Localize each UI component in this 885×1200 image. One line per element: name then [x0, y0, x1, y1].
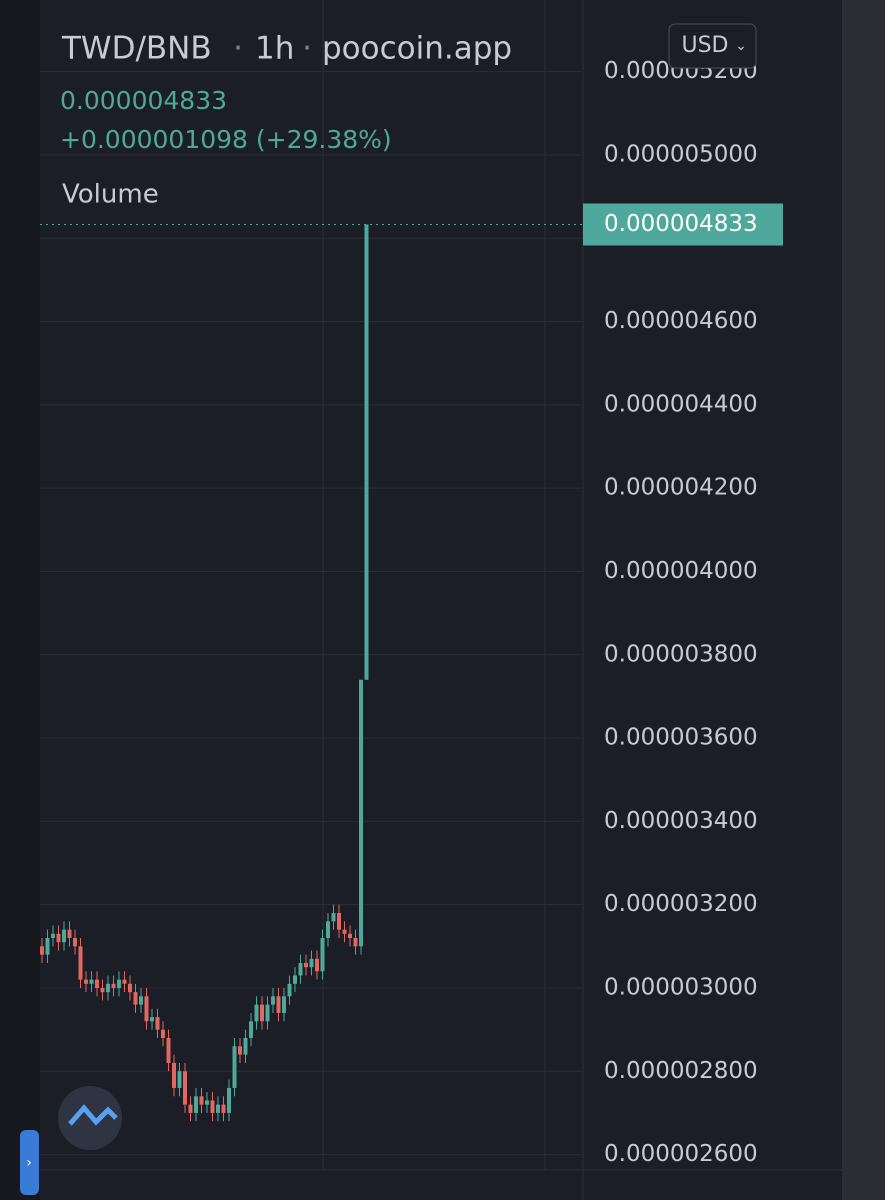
- candle-body: [276, 996, 281, 1013]
- separator: ·: [302, 31, 312, 67]
- candle-body: [51, 933, 55, 938]
- currency: USD: [681, 33, 728, 58]
- candle-body: [353, 937, 358, 947]
- candle-body: [304, 962, 308, 968]
- candle-body: [106, 983, 110, 993]
- y-tick-label: 0.000002600: [604, 1141, 758, 1167]
- pair: TWD/BNB: [61, 31, 212, 67]
- y-tick-label: 0.000004200: [604, 475, 758, 501]
- y-tick-label: 0.000003000: [604, 974, 758, 1000]
- candle-body: [359, 679, 363, 947]
- candle-body: [73, 937, 77, 947]
- price: 0.000004833: [60, 86, 227, 115]
- y-tick-label: 0.000004000: [604, 558, 758, 584]
- candle-body: [67, 929, 72, 938]
- candle-body: [254, 1004, 259, 1022]
- candle-body: [199, 1096, 204, 1105]
- candle-body: [315, 958, 319, 972]
- y-tick-label: 0.000004600: [604, 308, 758, 334]
- candle-body: [238, 1046, 242, 1055]
- candle-body: [166, 1037, 171, 1063]
- candle-body: [271, 996, 275, 1005]
- candle-body: [40, 946, 44, 955]
- candle-body: [150, 1017, 154, 1022]
- handle-arrow: ›: [26, 1155, 32, 1171]
- candle-body: [298, 962, 303, 976]
- candle-body: [364, 224, 369, 680]
- candle-body: [62, 929, 66, 943]
- candle-body: [287, 983, 292, 997]
- y-tick-label: 0.000003800: [604, 641, 758, 667]
- candle-body: [177, 1071, 182, 1088]
- y-tick-label: 0.000003400: [604, 808, 758, 834]
- candle-body: [342, 929, 347, 934]
- separator: ·: [233, 31, 243, 67]
- candle-body: [309, 958, 314, 968]
- candle-body: [293, 975, 297, 984]
- volume-label: Volume: [62, 180, 159, 210]
- candle-body: [337, 913, 341, 930]
- candle-body: [216, 1104, 220, 1113]
- right-edge: [842, 0, 885, 1200]
- candle-body: [265, 1004, 270, 1022]
- candle-body: [172, 1062, 176, 1088]
- candle-body: [100, 987, 105, 993]
- candle-body: [227, 1087, 231, 1113]
- candle-body: [56, 933, 61, 943]
- candle-body: [331, 913, 336, 922]
- price-change: +0.000001098 (+29.38%): [60, 125, 392, 154]
- candle-body: [144, 996, 149, 1022]
- candle-body: [188, 1104, 193, 1113]
- candle-body: [128, 983, 132, 993]
- interval: 1h: [255, 31, 294, 67]
- dropdown-caret: ⌄: [735, 38, 747, 54]
- side-handle[interactable]: [20, 1130, 39, 1195]
- source: poocoin.app: [322, 31, 512, 67]
- y-tick-label: 0.000004400: [604, 391, 758, 417]
- price-tag-bg: [583, 203, 783, 246]
- currency-button[interactable]: [668, 23, 757, 69]
- candle-body: [260, 1004, 264, 1022]
- candle-body: [133, 992, 138, 1005]
- candle-body: [232, 1046, 237, 1088]
- candle-body: [117, 979, 121, 988]
- candle-body: [161, 1029, 165, 1038]
- candle-body: [249, 1021, 253, 1038]
- candle-body: [155, 1017, 160, 1030]
- candle-body: [45, 937, 50, 955]
- y-tick-label: 0.000003600: [604, 725, 758, 751]
- candle-body: [320, 937, 325, 972]
- candle-body: [221, 1104, 226, 1113]
- candle-body: [326, 921, 330, 938]
- candle-body: [210, 1100, 215, 1113]
- plot: 0.000002600 0.000002800 0.000003000 0.00000…: [40, 58, 758, 1167]
- candle-body: [95, 979, 99, 988]
- candle-body: [348, 933, 352, 938]
- candle-body: [243, 1037, 248, 1055]
- candle-body: [111, 983, 116, 988]
- candle-body: [78, 946, 83, 980]
- y-tick-label: 0.000005000: [604, 141, 758, 167]
- candle-body: [282, 996, 286, 1013]
- price-tag: 0.000004833: [604, 211, 758, 237]
- candle-body: [84, 979, 88, 984]
- left-edge: [0, 0, 40, 1200]
- candle-body: [122, 979, 127, 984]
- y-tick-label: 0.000003200: [604, 891, 758, 917]
- candle-body: [183, 1071, 187, 1105]
- candle-body: [194, 1096, 198, 1113]
- candle-body: [205, 1100, 209, 1105]
- y-tick-label: 0.000002800: [604, 1058, 758, 1084]
- candle-body: [139, 996, 143, 1005]
- candle-body: [89, 979, 94, 984]
- logo-icon: [68, 1104, 118, 1126]
